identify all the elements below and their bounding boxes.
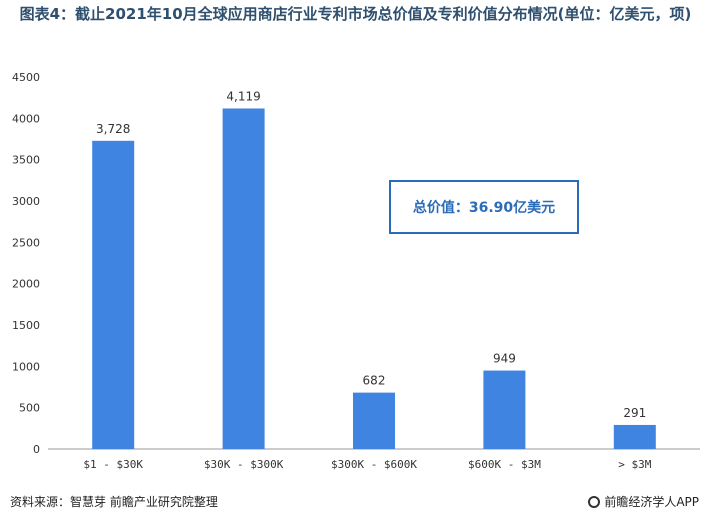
- brand-logo-icon: [588, 495, 601, 508]
- data-label: 3,728: [96, 122, 130, 136]
- x-tick-label: $30K - $300K: [204, 458, 284, 471]
- bar: [222, 108, 265, 449]
- brand-footer: 前瞻经济学人APP: [588, 493, 699, 510]
- y-tick-label: 0: [33, 443, 40, 456]
- bar: [92, 140, 135, 449]
- total-value-text: 总价值：36.90亿美元: [412, 200, 556, 216]
- y-tick-label: 4000: [12, 112, 40, 125]
- source-note: 资料来源：智慧芽 前瞻产业研究院整理: [10, 495, 218, 509]
- y-tick-label: 1000: [12, 360, 40, 373]
- x-tick-label: > $3M: [618, 458, 651, 471]
- y-tick-label: 3500: [12, 154, 40, 167]
- data-label: 682: [363, 374, 386, 388]
- bar: [483, 370, 526, 449]
- x-tick-label: $600K - $3M: [468, 458, 541, 471]
- y-tick-label: 4500: [12, 71, 40, 84]
- data-label: 291: [623, 406, 646, 420]
- y-tick-label: 500: [19, 402, 40, 415]
- data-label: 4,119: [226, 89, 260, 103]
- y-tick-label: 1500: [12, 319, 40, 332]
- y-tick-label: 2500: [12, 236, 40, 249]
- x-tick-label: $1 - $30K: [83, 458, 143, 471]
- brand-name: 前瞻经济学人APP: [604, 495, 699, 509]
- data-label: 949: [493, 352, 516, 366]
- y-tick-label: 2000: [12, 278, 40, 291]
- bar: [353, 392, 395, 449]
- x-tick-label: $300K - $600K: [331, 458, 417, 471]
- chart-title: 图表4：截止2021年10月全球应用商店行业专利市场总价值及专利价值分布情况(单…: [19, 5, 692, 23]
- y-tick-label: 3000: [12, 195, 40, 208]
- total-value-annotation: 总价值：36.90亿美元: [389, 180, 579, 234]
- bar: [613, 424, 656, 449]
